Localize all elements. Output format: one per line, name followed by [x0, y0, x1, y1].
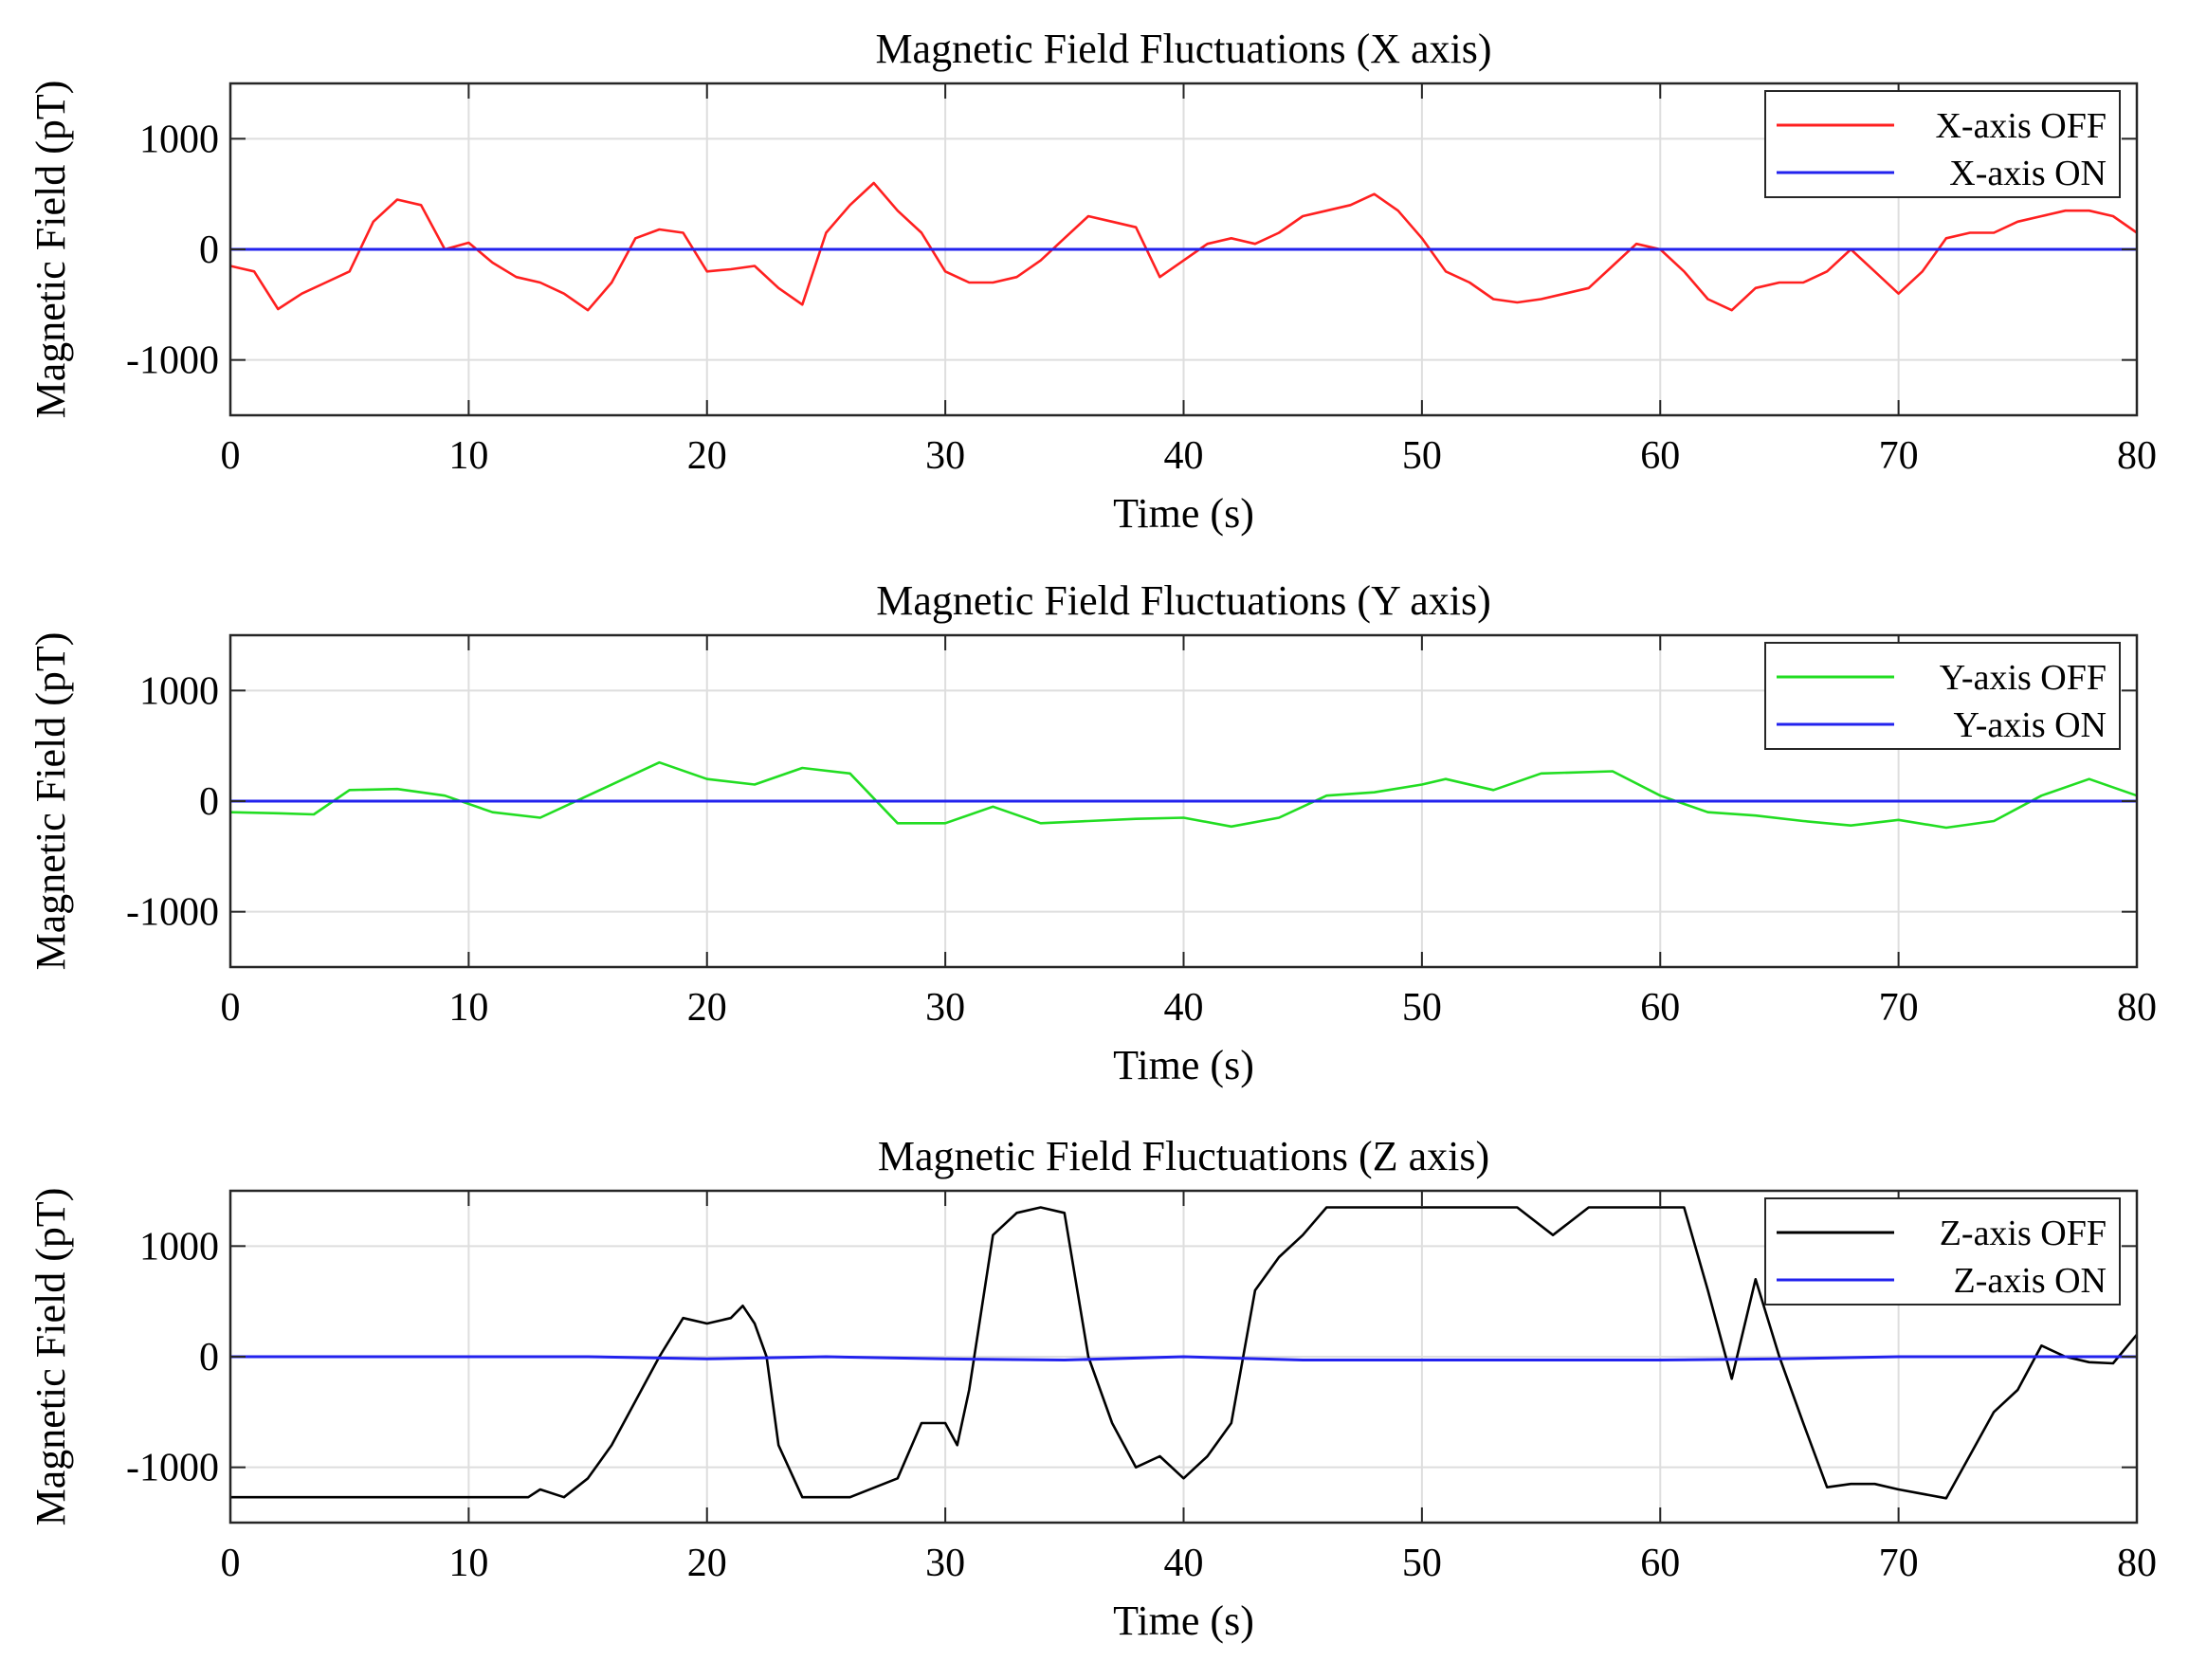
series-line-z-axis-off [230, 1206, 2139, 1500]
x-tick-label: 50 [1402, 986, 1442, 1030]
y-tick-label: 1000 [139, 118, 219, 161]
chart-title: Magnetic Field Fluctuations (Y axis) [876, 577, 1490, 624]
chart-panel-1: Magnetic Field Fluctuations (X axis) 0 10 2… [27, 26, 2157, 537]
legend-box [1764, 90, 2121, 198]
x-tick-label: 70 [1879, 434, 1919, 478]
x-tick-label: 70 [1879, 1542, 1919, 1585]
x-axis-label: Time (s) [1113, 1598, 1254, 1644]
x-tick-label: 60 [1640, 986, 1680, 1030]
x-tick-label: 0 [221, 434, 241, 478]
x-axis-label: Time (s) [1113, 1042, 1254, 1088]
x-tick-label: 10 [448, 434, 488, 478]
legend-box [1764, 1197, 2121, 1306]
series-line-x-axis-off [229, 181, 2138, 312]
x-tick-label: 0 [221, 986, 241, 1030]
chart-panel-3: Magnetic Field Fluctuations (Z axis) 0 10 2… [27, 1133, 2157, 1644]
y-tick-label: -1000 [126, 1447, 219, 1490]
x-tick-label: 50 [1402, 1542, 1442, 1585]
y-axis-label: Magnetic Field (pT) [27, 632, 74, 971]
x-tick-label: 10 [448, 1542, 488, 1585]
legend: Z-axis OFF Z-axis ON [1764, 1197, 2121, 1306]
y-tick-label: 1000 [139, 1225, 219, 1269]
x-tick-label: 20 [687, 986, 727, 1030]
x-tick-label: 20 [687, 1542, 727, 1585]
chart-title: Magnetic Field Fluctuations (X axis) [875, 26, 1491, 72]
x-tick-label: 30 [925, 1542, 965, 1585]
x-tick-label: 40 [1164, 1542, 1204, 1585]
y-tick-label: 0 [199, 1336, 219, 1379]
legend-entry-label: Y-axis ON [1954, 705, 2107, 745]
x-tick-label: 30 [925, 434, 965, 478]
y-tick-label: -1000 [126, 339, 219, 383]
x-tick-label: 70 [1879, 986, 1919, 1030]
legend: Y-axis OFF Y-axis ON [1764, 642, 2121, 750]
x-tick-label: 0 [221, 1542, 241, 1585]
series-line-z-axis-on [230, 1355, 2137, 1361]
x-tick-label: 30 [925, 986, 965, 1030]
legend-entry-label: Z-axis OFF [1940, 1214, 2107, 1253]
x-tick-label: 60 [1640, 434, 1680, 478]
x-tick-label: 80 [2117, 986, 2157, 1030]
legend-entry-label: X-axis ON [1949, 154, 2107, 193]
chart-title: Magnetic Field Fluctuations (Z axis) [878, 1133, 1489, 1179]
x-tick-label: 80 [2117, 1542, 2157, 1585]
y-tick-label: -1000 [126, 891, 219, 935]
x-tick-label: 50 [1402, 434, 1442, 478]
legend-entry-label: X-axis OFF [1935, 106, 2107, 146]
legend-entry-label: Z-axis ON [1954, 1261, 2107, 1301]
y-tick-label: 0 [199, 228, 219, 272]
y-tick-label: 0 [199, 780, 219, 824]
x-axis-label: Time (s) [1113, 490, 1254, 537]
x-tick-label: 10 [448, 986, 488, 1030]
series-line-y-axis-off [229, 760, 2138, 830]
legend: X-axis OFF X-axis ON [1764, 90, 2121, 198]
y-axis-label: Magnetic Field (pT) [27, 1188, 74, 1526]
x-tick-label: 20 [687, 434, 727, 478]
x-tick-label: 40 [1164, 434, 1204, 478]
chart-panel-2: Magnetic Field Fluctuations (Y axis) 0 10 2… [27, 577, 2157, 1088]
y-axis-label: Magnetic Field (pT) [27, 81, 74, 419]
y-tick-label: 1000 [139, 669, 219, 713]
x-tick-label: 60 [1640, 1542, 1680, 1585]
x-tick-label: 80 [2117, 434, 2157, 478]
legend-box [1764, 642, 2121, 750]
x-tick-label: 40 [1164, 986, 1204, 1030]
legend-entry-label: Y-axis OFF [1940, 658, 2107, 698]
